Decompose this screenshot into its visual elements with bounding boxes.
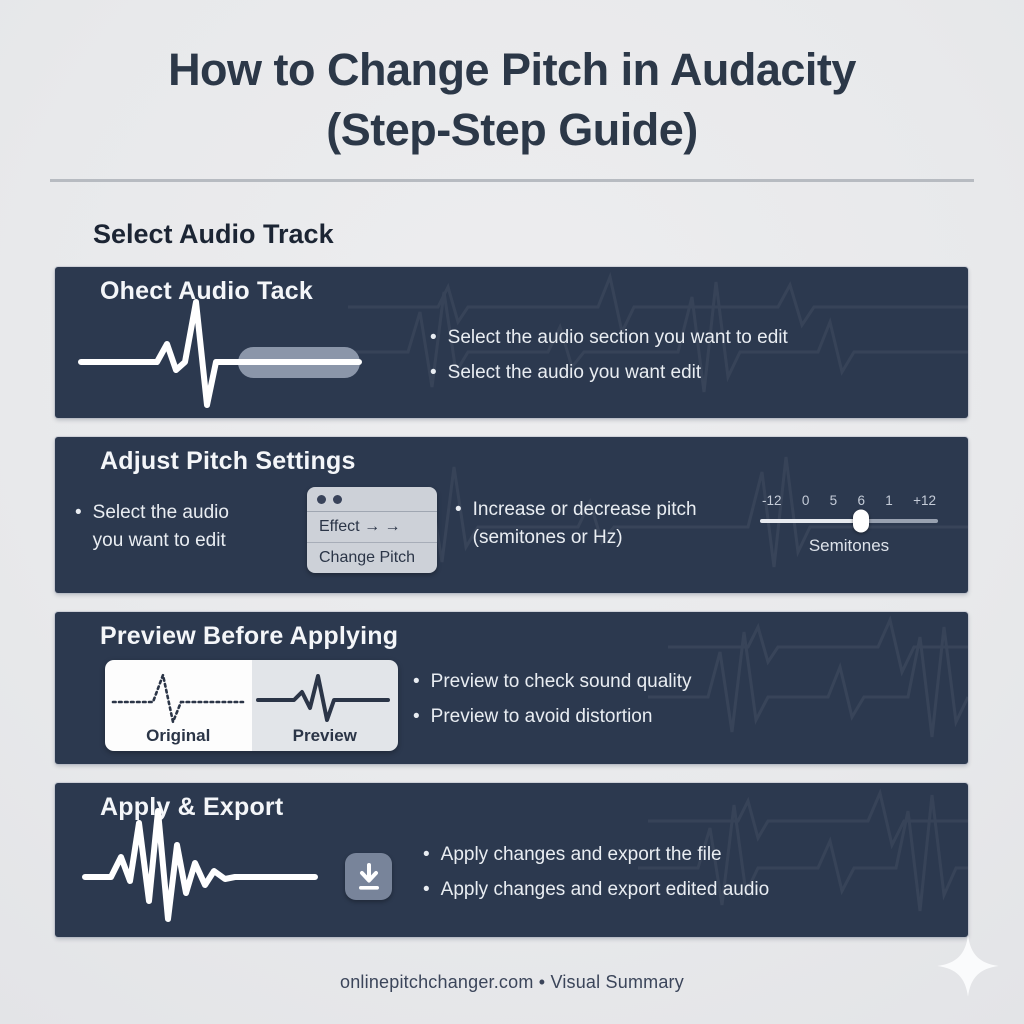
bullet-dot: • xyxy=(413,705,420,727)
tick-label: 6 xyxy=(857,493,865,508)
bullet-item: • Increase or decrease pitch (semitones … xyxy=(455,496,697,551)
bullet-list: • Preview to check sound quality • Previ… xyxy=(413,668,692,730)
page-title-line2: (Step-Step Guide) xyxy=(326,103,698,155)
tick-label: 0 xyxy=(801,493,810,508)
panel-title: Preview Before Applying xyxy=(100,622,399,650)
panel-title: Apply & Export xyxy=(100,793,284,821)
bullet-text: Preview to check sound quality xyxy=(430,671,692,692)
preview-label: Preview xyxy=(292,726,357,745)
bullet-dot: • xyxy=(423,844,430,865)
original-pane: Original xyxy=(105,660,252,751)
panel-apply-export: Apply & Export • Apply changes and expor… xyxy=(55,783,968,937)
preview-waveform-icon xyxy=(256,674,390,722)
tick-label: 5 xyxy=(829,493,838,508)
bullet-text: Apply changes and export edited audio xyxy=(440,878,770,900)
bullet-item: • Apply changes and export edited audio xyxy=(423,876,769,904)
bullet-item: • Select the audio you want to edit xyxy=(75,499,229,554)
slider-thumb xyxy=(853,509,870,533)
panel-select-audio-track: Ohect Audio Tack • Select the audio sect… xyxy=(55,267,968,418)
waveform-icon xyxy=(82,808,318,922)
bullet-text: Apply changes and export the file xyxy=(440,844,722,865)
tick-label: -12 xyxy=(762,493,782,508)
bullet-item: • Preview to check sound quality xyxy=(413,668,692,696)
slider-tick-labels: -12 0 5 6 1 +12 xyxy=(760,493,938,508)
menu-item-effect: Effect → → xyxy=(307,512,437,543)
panel-adjust-pitch-settings: Adjust Pitch Settings • Select the audio… xyxy=(55,437,968,593)
footer-text: onlinepitchchanger.com • Visual Summary xyxy=(340,972,684,992)
waveform-selection-icon xyxy=(78,299,362,408)
download-button xyxy=(345,853,392,900)
window-dot-icon xyxy=(317,494,326,504)
original-label: Original xyxy=(146,726,211,745)
original-vs-preview-card: Original Preview xyxy=(105,660,398,751)
effect-menu-window: Effect → → Change Pitch xyxy=(307,487,437,573)
tick-label: 1 xyxy=(885,493,893,508)
bullet-list: • Apply changes and export the file • Ap… xyxy=(423,841,769,903)
bullet-text: Select the audio you want to edit xyxy=(92,502,229,551)
tick-label: +12 xyxy=(913,493,936,508)
original-waveform-icon xyxy=(111,670,245,727)
bullet-item: • Select the audio you want edit xyxy=(430,359,788,387)
panel-title: Ohect Audio Tack xyxy=(100,277,313,305)
bullet-item: • Apply changes and export the file xyxy=(423,841,769,869)
bullet-text: Select the audio section you want to edi… xyxy=(447,327,788,348)
bullet-text: Increase or decrease pitch (semitones or… xyxy=(472,499,697,548)
window-dot-icon xyxy=(333,494,342,504)
bullet-text: Preview to avoid distortion xyxy=(430,705,653,727)
bullet-dot: • xyxy=(455,499,462,520)
bullet-text: Select the audio you want edit xyxy=(447,361,702,383)
semitones-slider: -12 0 5 6 1 +12 Semitones xyxy=(760,493,938,556)
bullet-dot: • xyxy=(430,327,437,348)
panel-preview-before-applying: Preview Before Applying Original Preview… xyxy=(55,612,968,764)
bullet-dot: • xyxy=(75,502,82,523)
page-title: How to Change Pitch in Audacity (Step-St… xyxy=(0,40,1024,160)
sparkle-icon xyxy=(937,935,999,997)
bullet-list: • Select the audio section you want to e… xyxy=(430,324,788,386)
bullet-item: • Select the audio section you want to e… xyxy=(430,324,788,352)
download-icon xyxy=(358,862,379,890)
window-titlebar xyxy=(307,487,437,512)
bullet-dot: • xyxy=(423,878,430,900)
bullet-item: • Preview to avoid distortion xyxy=(413,703,692,731)
bullet-dot: • xyxy=(413,671,420,692)
menu-item-change-pitch: Change Pitch xyxy=(319,549,416,566)
bullet-dot: • xyxy=(430,361,437,383)
section-heading: Select Audio Track xyxy=(93,219,334,249)
slider-caption: Semitones xyxy=(808,536,890,555)
header-divider xyxy=(50,179,974,182)
slider-track xyxy=(760,509,938,533)
panel-title: Adjust Pitch Settings xyxy=(100,447,356,475)
preview-pane: Preview xyxy=(251,660,398,751)
page-title-line1: How to Change Pitch in Audacity xyxy=(168,44,856,95)
